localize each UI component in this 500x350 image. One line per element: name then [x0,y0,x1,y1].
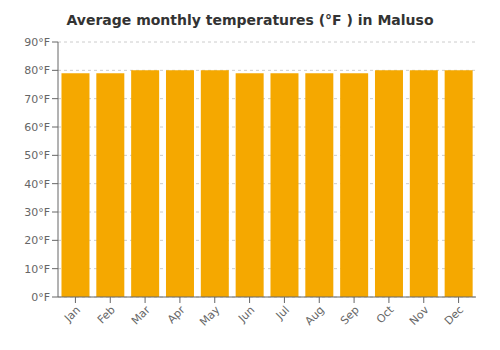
svg-text:Jul: Jul [273,303,292,322]
svg-text:Mar: Mar [129,303,153,327]
svg-text:50°F: 50°F [24,149,50,162]
html-text:Average monthly temperatures (: Average monthly temperatures (°F ) in Ma… [66,12,434,28]
svg-text:Apr: Apr [165,303,188,326]
svg-text:Nov: Nov [407,303,432,328]
svg-text:Aug: Aug [303,303,327,327]
svg-text:May: May [197,303,223,329]
svg-text:30°F: 30°F [24,206,50,219]
svg-text:Dec: Dec [442,303,466,327]
svg-text:0°F: 0°F [31,291,50,304]
svg-text:Sep: Sep [338,303,362,327]
svg-text:40°F: 40°F [24,178,50,191]
svg-text:20°F: 20°F [24,234,50,247]
svg-text:10°F: 10°F [24,263,50,276]
svg-text:Jun: Jun [235,303,257,325]
svg-text:80°F: 80°F [24,64,50,77]
svg-text:90°F: 90°F [24,36,50,49]
svg-text:Jan: Jan [61,303,83,325]
svg-text:60°F: 60°F [24,121,50,134]
svg-text:70°F: 70°F [24,93,50,106]
svg-text:Oct: Oct [374,303,397,326]
svg-text:Feb: Feb [95,303,118,326]
